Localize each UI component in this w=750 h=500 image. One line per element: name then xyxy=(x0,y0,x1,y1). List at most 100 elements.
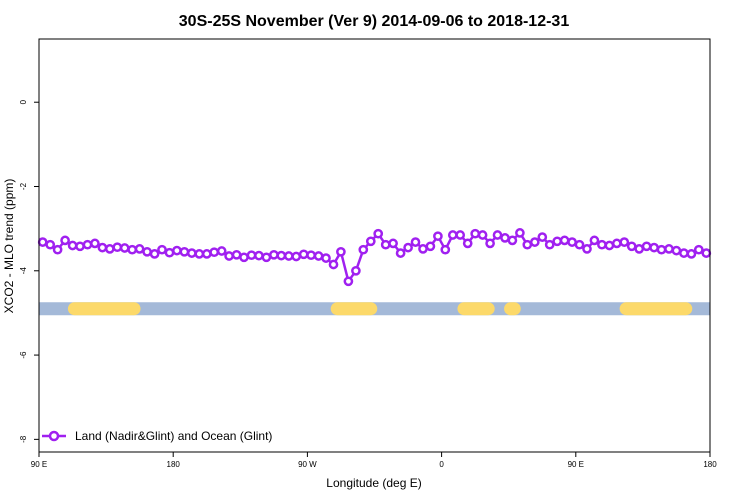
data-point xyxy=(462,238,473,249)
data-point xyxy=(477,230,488,240)
data-point xyxy=(701,248,712,258)
data-point xyxy=(164,247,175,258)
data-point xyxy=(179,246,190,257)
data-point xyxy=(485,238,495,249)
data-point xyxy=(567,237,577,247)
data-point xyxy=(447,230,458,240)
data-point xyxy=(410,237,421,247)
data-point xyxy=(597,239,607,250)
data-point xyxy=(157,244,167,255)
data-point xyxy=(261,252,272,263)
data-point xyxy=(351,265,361,276)
data-point xyxy=(679,248,689,258)
legend: Land (Nadir&Glint) and Ocean (Glint) xyxy=(42,429,272,443)
data-point xyxy=(142,246,152,257)
x-tick-label: 90 W xyxy=(298,460,317,469)
data-point xyxy=(380,239,391,250)
data-point xyxy=(298,249,309,260)
data-point xyxy=(403,242,413,253)
data-point xyxy=(321,253,331,263)
data-point xyxy=(507,235,518,246)
y-tick-label: -6 xyxy=(19,351,28,359)
data-point xyxy=(239,252,249,263)
data-point xyxy=(112,242,123,253)
x-tick-label: 0 xyxy=(439,460,444,469)
data-point xyxy=(641,241,652,252)
data-point xyxy=(626,241,637,252)
data-point xyxy=(90,238,100,249)
data-point xyxy=(60,235,70,246)
data-point xyxy=(515,228,525,238)
data-point xyxy=(492,230,503,240)
data-point xyxy=(470,228,481,239)
data-point xyxy=(127,244,138,255)
data-point xyxy=(500,233,510,243)
data-point xyxy=(216,246,227,256)
data-point xyxy=(97,242,108,253)
data-point xyxy=(45,239,56,250)
x-tick-label: 90 E xyxy=(31,460,47,469)
data-point xyxy=(75,241,85,252)
x-tick-label: 90 E xyxy=(568,460,584,469)
plot-frame xyxy=(38,38,711,453)
data-point xyxy=(686,249,697,259)
y-tick-label: -2 xyxy=(19,182,28,190)
data-point xyxy=(604,240,615,251)
x-tick-label: 180 xyxy=(167,460,181,469)
y-axis-label: XCO2 - MLO trend (ppm) xyxy=(2,179,16,314)
data-point xyxy=(231,249,242,260)
data-point xyxy=(522,239,533,250)
data-point xyxy=(529,237,540,247)
y-tick-label: -4 xyxy=(19,267,28,275)
data-point xyxy=(671,245,682,256)
data-point xyxy=(306,250,316,261)
data-point xyxy=(373,228,384,239)
data-point xyxy=(37,237,48,247)
data-point xyxy=(544,239,555,250)
y-axis-ticks: 0 -2 -4 -6 -8 xyxy=(19,99,39,443)
data-point xyxy=(649,242,659,253)
data-point xyxy=(537,232,548,242)
data-point xyxy=(574,239,585,250)
data-point xyxy=(552,236,563,247)
data-point xyxy=(619,237,630,247)
data-point xyxy=(276,250,287,261)
y-tick-label: -8 xyxy=(19,435,28,443)
data-point xyxy=(67,240,78,251)
y-tick-label: 0 xyxy=(19,99,28,104)
data-point xyxy=(395,248,406,258)
data-point xyxy=(149,249,160,259)
data-point xyxy=(582,244,592,254)
data-point xyxy=(269,249,279,260)
data-point xyxy=(52,244,63,255)
data-point xyxy=(254,250,264,261)
data-point xyxy=(209,247,220,258)
data-point xyxy=(119,243,130,253)
x-axis-label: Longitude (deg E) xyxy=(326,476,421,490)
data-point xyxy=(358,244,369,255)
x-axis-ticks: 90 E 180 90 W 0 90 E 180 xyxy=(31,452,717,469)
data-point xyxy=(172,245,182,256)
data-point xyxy=(425,241,436,252)
data-point xyxy=(634,244,645,254)
data-point xyxy=(664,244,674,254)
data-point xyxy=(104,244,115,254)
data-point xyxy=(328,259,339,270)
data-point xyxy=(693,244,704,255)
data-point xyxy=(611,238,622,249)
data-point xyxy=(134,244,145,254)
data-point xyxy=(291,251,302,262)
legend-marker-swatch xyxy=(48,430,60,442)
data-point xyxy=(559,235,570,246)
data-point xyxy=(418,244,428,254)
data-point xyxy=(433,231,443,242)
data-point xyxy=(186,248,197,258)
data-point xyxy=(201,249,212,259)
data-point xyxy=(455,230,466,240)
data-point xyxy=(283,251,294,261)
legend-label: Land (Nadir&Glint) and Ocean (Glint) xyxy=(75,429,272,443)
data-point xyxy=(388,238,398,249)
data-point xyxy=(336,246,346,257)
data-point xyxy=(82,239,93,250)
